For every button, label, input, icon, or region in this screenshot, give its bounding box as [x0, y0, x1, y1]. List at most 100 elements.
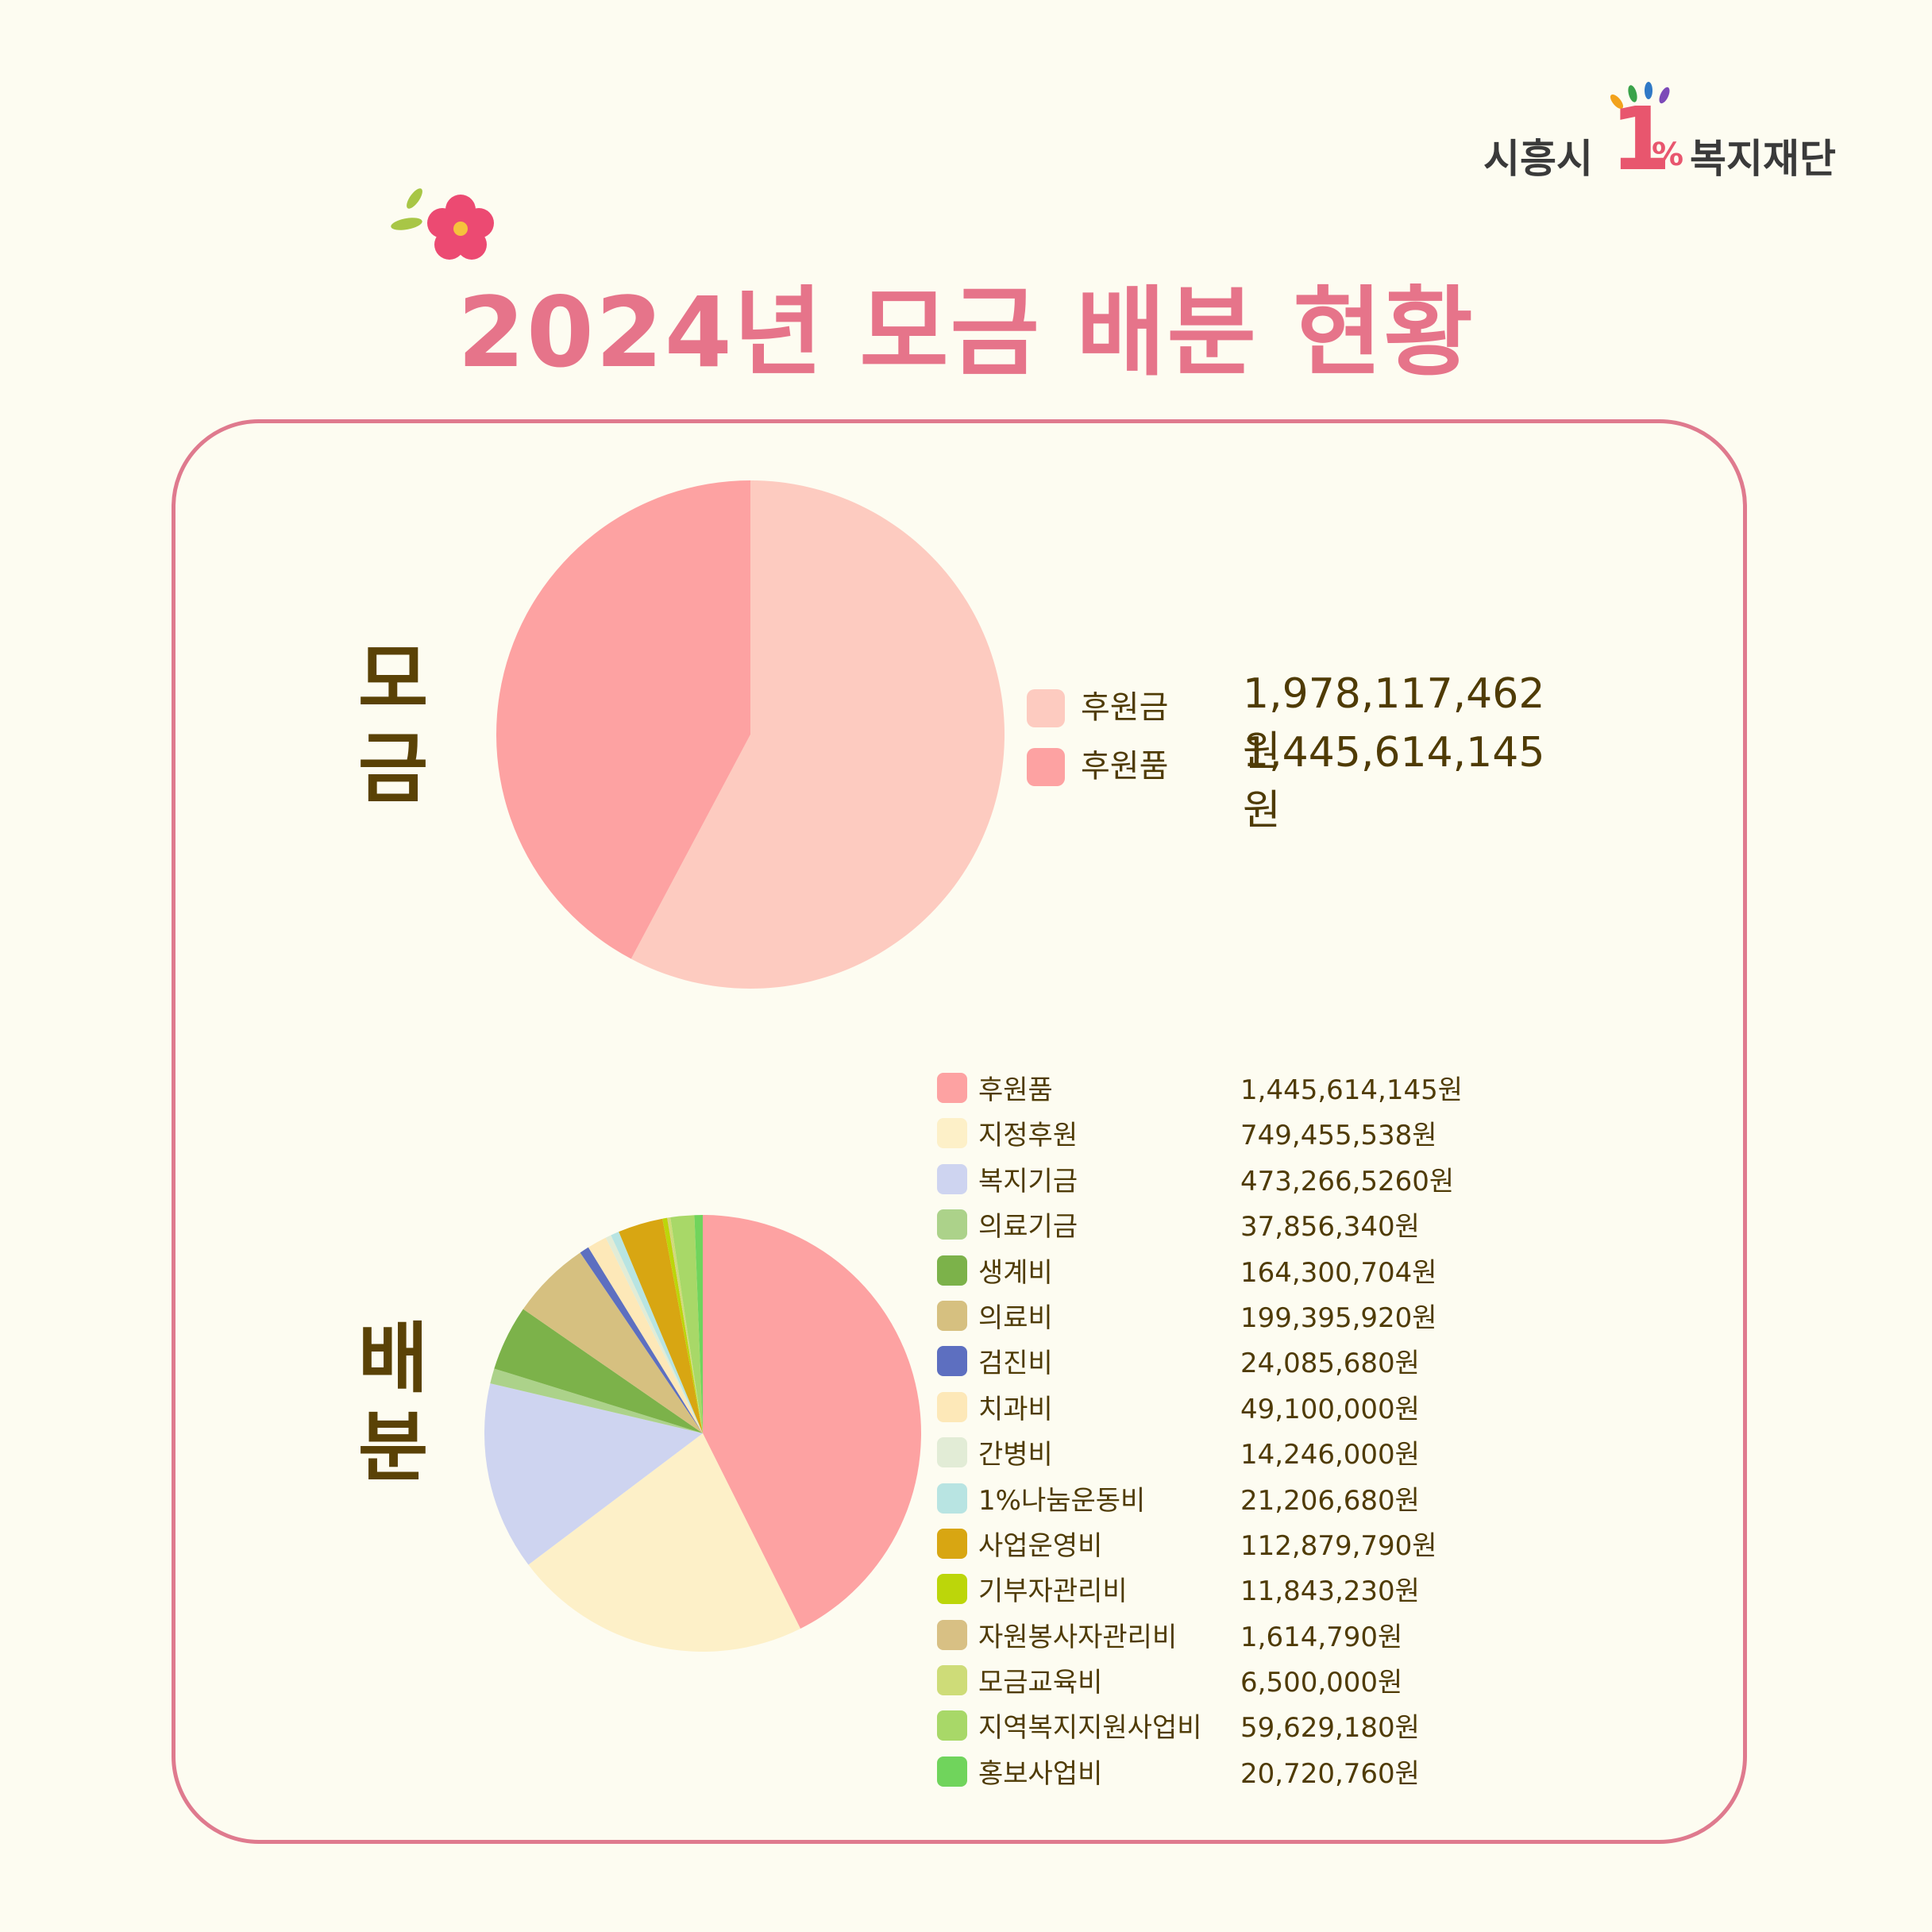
distribution-legend-swatch — [937, 1710, 967, 1741]
distribution-legend-label: 의료비 — [978, 1301, 1053, 1334]
fundraising-legend-label: 후원금 — [1081, 689, 1169, 726]
distribution-legend-row: 복지기금 473,266,5260원 — [937, 1151, 1477, 1197]
distribution-pie-chart — [484, 1215, 921, 1652]
distribution-legend-swatch — [937, 1346, 967, 1377]
distribution-legend-label: 검진비 — [978, 1348, 1053, 1380]
distribution-legend-swatch — [937, 1391, 967, 1422]
distribution-legend-swatch — [937, 1665, 967, 1696]
logo-text-right: 복지재단 — [1690, 136, 1836, 182]
distribution-legend-label: 자원봉사자관리비 — [978, 1621, 1178, 1653]
distribution-legend-swatch — [937, 1073, 967, 1103]
distribution-legend-swatch — [937, 1118, 967, 1149]
distribution-slice-5 — [523, 1252, 703, 1433]
distribution-legend-row: 검진비 24,085,680원 — [937, 1333, 1477, 1379]
distribution-legend-value: 1,445,614,145원 — [1240, 1074, 1463, 1106]
fundraising-pie-chart — [496, 480, 1005, 989]
distribution-legend-label: 복지기금 — [978, 1165, 1078, 1197]
foundation-logo: 시흥시 1 % 복지재단 — [1475, 79, 1857, 199]
distribution-legend-swatch — [937, 1255, 967, 1286]
distribution-legend-label: 모금교육비 — [978, 1667, 1103, 1699]
distribution-legend-value: 199,395,920원 — [1240, 1301, 1437, 1334]
distribution-legend-value: 11,843,230원 — [1240, 1575, 1420, 1608]
distribution-legend-value: 6,500,000원 — [1240, 1667, 1403, 1699]
distribution-legend-row: 1%나눔운동비 21,206,680원 — [937, 1471, 1477, 1517]
section-label-distribution: 배분 — [357, 1314, 429, 1492]
distribution-legend-label: 생계비 — [978, 1256, 1053, 1289]
distribution-legend-row: 후원품 1,445,614,145원 — [937, 1060, 1477, 1106]
distribution-legend-value: 37,856,340원 — [1240, 1211, 1420, 1244]
distribution-legend-row: 치과비 49,100,000원 — [937, 1379, 1477, 1425]
distribution-legend-swatch — [937, 1574, 967, 1605]
distribution-slice-1 — [528, 1433, 800, 1652]
distribution-legend-row: 간병비 14,246,000원 — [937, 1425, 1477, 1471]
distribution-legend-row: 지정후원 749,455,538원 — [937, 1105, 1477, 1151]
distribution-legend-swatch — [937, 1163, 967, 1194]
distribution-legend-value: 59,629,180원 — [1240, 1712, 1420, 1745]
distribution-legend-swatch — [937, 1619, 967, 1650]
logo-percent: % — [1652, 137, 1684, 173]
distribution-legend-label: 기부자관리비 — [978, 1575, 1128, 1608]
distribution-legend-row: 생계비 164,300,704원 — [937, 1243, 1477, 1289]
distribution-legend-label: 간병비 — [978, 1439, 1053, 1471]
distribution-legend-row: 홍보사업비 20,720,760원 — [937, 1744, 1477, 1790]
distribution-legend-value: 24,085,680원 — [1240, 1348, 1420, 1380]
distribution-slice-10 — [619, 1218, 703, 1433]
fundraising-slice-0 — [631, 480, 1005, 989]
page-title: 2024년 모금 배분 현황 — [457, 276, 1475, 389]
section-label-fundraising: 모금 — [357, 635, 429, 813]
logo-one: 1 — [1610, 88, 1672, 190]
fundraising-legend-label: 후원품 — [1081, 748, 1169, 785]
distribution-slice-7 — [588, 1237, 703, 1433]
distribution-legend-row: 사업운영비 112,879,790원 — [937, 1516, 1477, 1562]
distribution-legend-row: 의료비 199,395,920원 — [937, 1288, 1477, 1334]
distribution-slice-11 — [662, 1217, 703, 1433]
content-card — [172, 419, 1747, 1844]
distribution-legend-swatch — [937, 1483, 967, 1514]
distribution-legend-label: 지역복지지원사업비 — [978, 1712, 1202, 1745]
distribution-legend-value: 164,300,704원 — [1240, 1256, 1437, 1289]
distribution-legend-value: 473,266,5260원 — [1240, 1165, 1455, 1197]
distribution-legend-row: 의료기금 37,856,340원 — [937, 1197, 1477, 1244]
fundraising-legend-swatch — [1027, 748, 1065, 786]
distribution-legend-value: 14,246,000원 — [1240, 1439, 1420, 1471]
distribution-slice-15 — [694, 1215, 703, 1433]
distribution-slice-6 — [580, 1247, 703, 1433]
distribution-legend-value: 21,206,680원 — [1240, 1484, 1420, 1517]
distribution-slice-4 — [494, 1309, 703, 1433]
distribution-legend-swatch — [937, 1209, 967, 1240]
distribution-legend-label: 의료기금 — [978, 1211, 1078, 1244]
distribution-slice-2 — [484, 1383, 703, 1565]
distribution-legend-label: 홍보사업비 — [978, 1757, 1103, 1790]
distribution-legend-label: 지정후원 — [978, 1120, 1078, 1152]
distribution-legend-row: 모금교육비 6,500,000원 — [937, 1652, 1477, 1699]
distribution-legend-row: 기부자관리비 11,843,230원 — [937, 1561, 1477, 1608]
distribution-legend-row: 자원봉사자관리비 1,614,790원 — [937, 1607, 1477, 1653]
distribution-slice-8 — [605, 1235, 703, 1433]
fundraising-slice-1 — [496, 480, 750, 959]
distribution-slice-13 — [667, 1217, 703, 1433]
logo-text-left: 시흥시 — [1483, 136, 1593, 182]
fundraising-legend-swatch — [1027, 689, 1065, 727]
distribution-legend-value: 1,614,790원 — [1240, 1621, 1403, 1653]
distribution-legend-label: 사업운영비 — [978, 1529, 1103, 1562]
distribution-legend-label: 1%나눔운동비 — [978, 1484, 1146, 1517]
distribution-legend-value: 20,720,760원 — [1240, 1757, 1420, 1790]
distribution-slice-3 — [490, 1368, 703, 1433]
fundraising-legend-value: 1,445,614,145원 — [1243, 729, 1545, 835]
fundraising-legend-value: 1,978,117,462원 — [1243, 670, 1545, 776]
distribution-legend-row: 지역복지지원사업비 59,629,180원 — [937, 1698, 1477, 1745]
distribution-slice-14 — [670, 1215, 703, 1433]
flower-decoration-icon — [391, 188, 494, 260]
distribution-legend-value: 749,455,538원 — [1240, 1120, 1437, 1152]
distribution-legend-swatch — [937, 1300, 967, 1331]
distribution-legend-value: 112,879,790원 — [1240, 1529, 1437, 1562]
distribution-legend-swatch — [937, 1437, 967, 1468]
fundraising-legend-row: 후원품 1,445,614,145원 — [1027, 724, 1583, 835]
logo-rays-icon — [1610, 82, 1670, 110]
distribution-slice-9 — [611, 1232, 703, 1433]
distribution-legend-label: 치과비 — [978, 1393, 1053, 1425]
distribution-slice-12 — [667, 1217, 703, 1433]
distribution-legend-swatch — [937, 1528, 967, 1559]
